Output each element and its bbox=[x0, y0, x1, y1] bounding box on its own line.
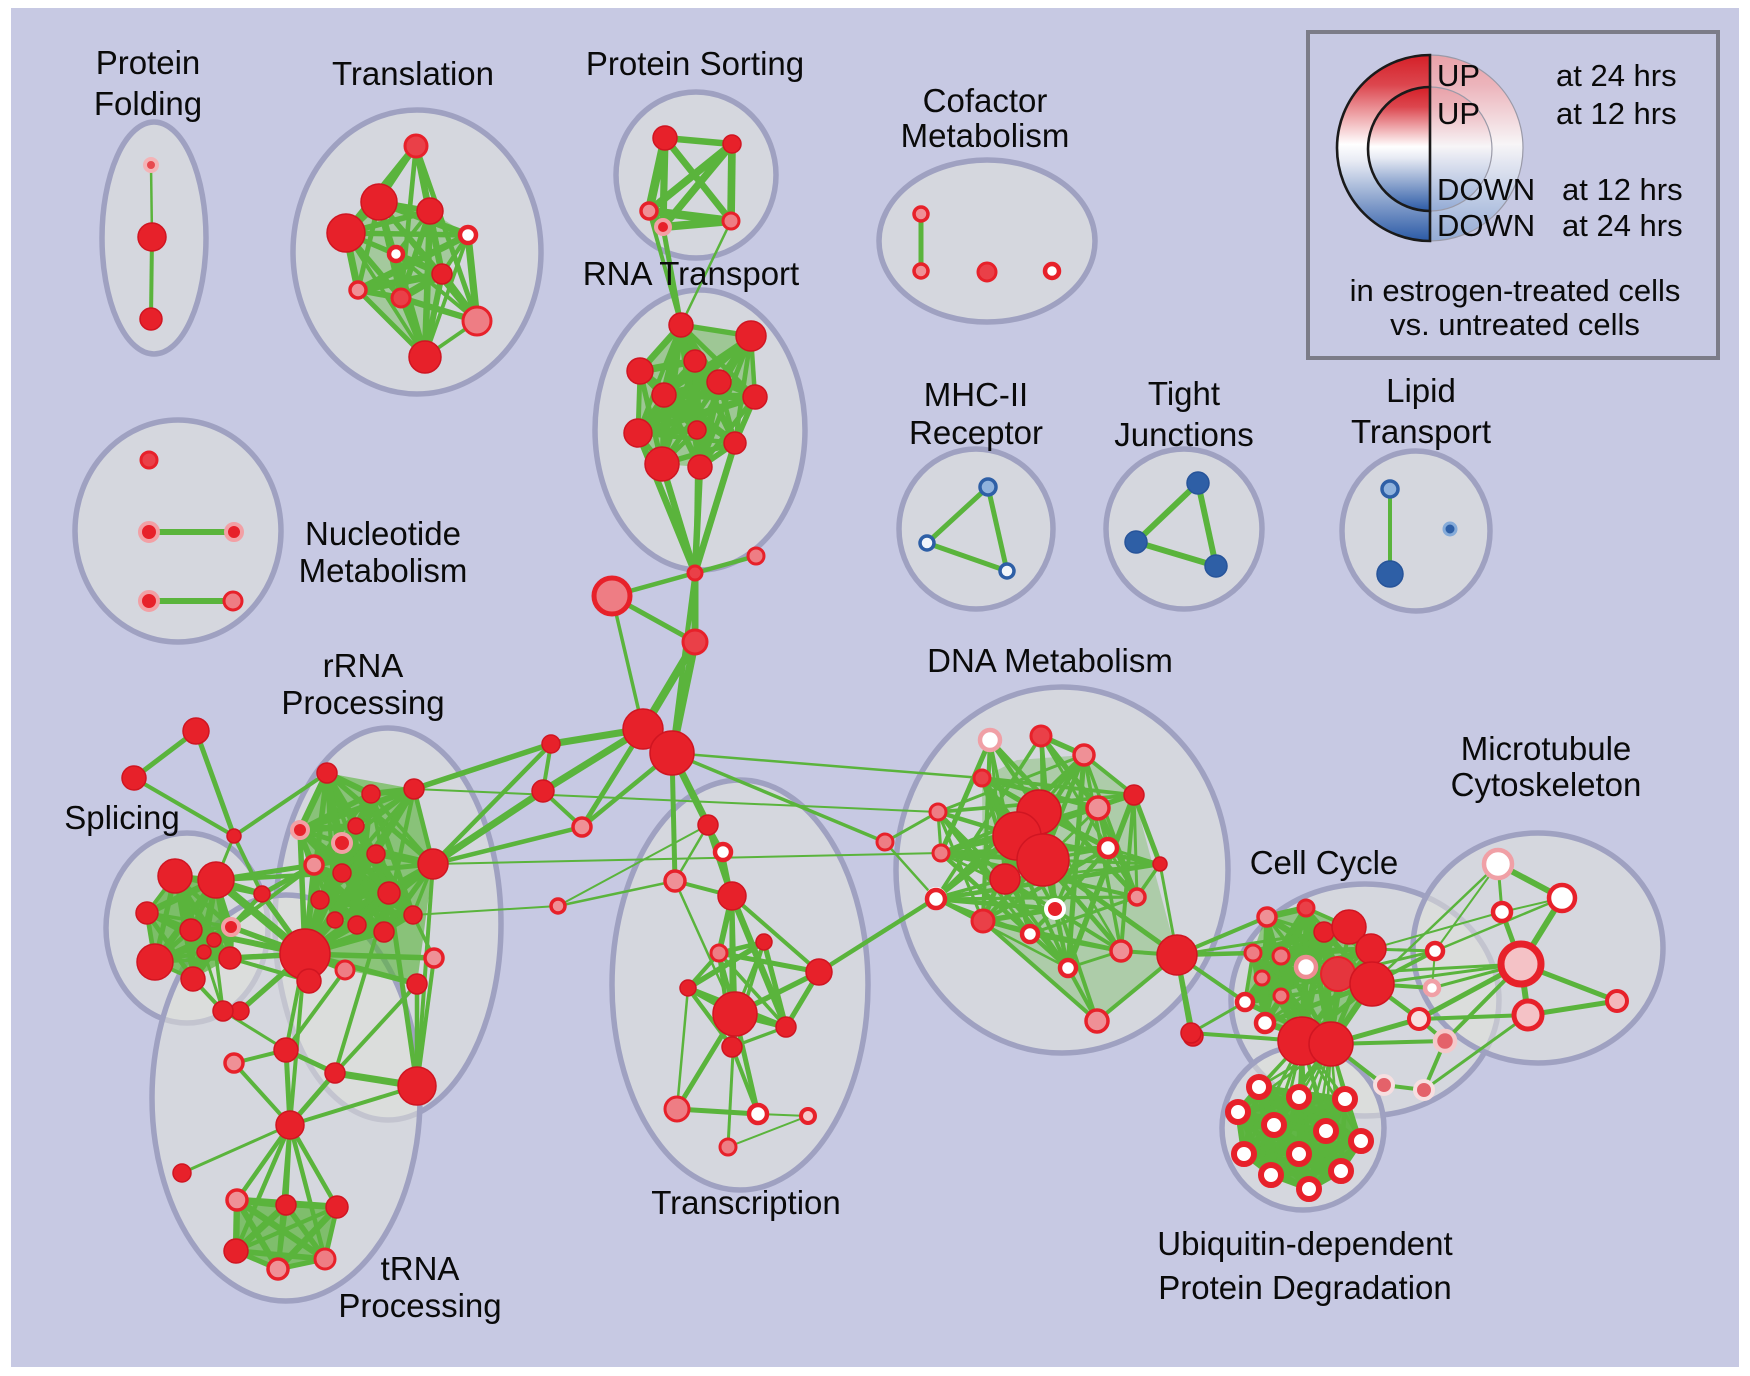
svg-text:Cofactor: Cofactor bbox=[923, 82, 1048, 119]
svg-text:Protein Degradation: Protein Degradation bbox=[1158, 1269, 1452, 1306]
svg-text:DOWN: DOWN bbox=[1437, 172, 1535, 207]
svg-text:Tight: Tight bbox=[1148, 375, 1220, 412]
svg-text:Transcription: Transcription bbox=[651, 1184, 841, 1221]
svg-text:at 24 hrs: at 24 hrs bbox=[1562, 208, 1683, 243]
svg-text:Ubiquitin-dependent: Ubiquitin-dependent bbox=[1157, 1225, 1452, 1262]
svg-text:RNA Transport: RNA Transport bbox=[583, 255, 799, 292]
svg-text:Junctions: Junctions bbox=[1114, 416, 1253, 453]
svg-text:in estrogen-treated cells: in estrogen-treated cells bbox=[1350, 273, 1681, 308]
svg-text:Protein: Protein bbox=[96, 44, 201, 81]
svg-text:rRNA: rRNA bbox=[323, 647, 404, 684]
svg-text:MHC-II: MHC-II bbox=[924, 376, 1028, 413]
svg-text:Receptor: Receptor bbox=[909, 414, 1043, 451]
svg-text:DNA Metabolism: DNA Metabolism bbox=[927, 642, 1173, 679]
svg-text:Cytoskeleton: Cytoskeleton bbox=[1451, 766, 1642, 803]
svg-text:Processing: Processing bbox=[281, 684, 444, 721]
svg-text:Transport: Transport bbox=[1351, 413, 1491, 450]
svg-text:tRNA: tRNA bbox=[381, 1250, 460, 1287]
svg-text:Nucleotide: Nucleotide bbox=[305, 515, 461, 552]
svg-text:Translation: Translation bbox=[332, 55, 494, 92]
svg-text:Splicing: Splicing bbox=[64, 799, 180, 836]
svg-text:UP: UP bbox=[1437, 96, 1480, 131]
svg-text:Cell Cycle: Cell Cycle bbox=[1250, 844, 1399, 881]
svg-text:Protein Sorting: Protein Sorting bbox=[586, 45, 804, 82]
svg-text:Microtubule: Microtubule bbox=[1461, 730, 1632, 767]
svg-text:at 12 hrs: at 12 hrs bbox=[1556, 96, 1677, 131]
svg-text:Folding: Folding bbox=[94, 85, 202, 122]
svg-text:Metabolism: Metabolism bbox=[299, 552, 468, 589]
svg-text:at 24 hrs: at 24 hrs bbox=[1556, 58, 1677, 93]
svg-text:at 12 hrs: at 12 hrs bbox=[1562, 172, 1683, 207]
svg-text:Processing: Processing bbox=[338, 1287, 501, 1324]
svg-text:DOWN: DOWN bbox=[1437, 208, 1535, 243]
svg-text:vs. untreated cells: vs. untreated cells bbox=[1390, 307, 1640, 342]
svg-text:Lipid: Lipid bbox=[1386, 372, 1456, 409]
svg-text:UP: UP bbox=[1437, 58, 1480, 93]
svg-text:Metabolism: Metabolism bbox=[901, 117, 1070, 154]
